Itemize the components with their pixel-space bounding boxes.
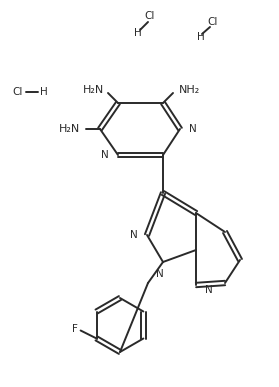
Text: N: N: [205, 285, 213, 295]
Text: F: F: [72, 325, 78, 334]
Text: N: N: [130, 230, 138, 240]
Text: Cl: Cl: [145, 11, 155, 21]
Text: H₂N: H₂N: [59, 124, 80, 134]
Text: H₂N: H₂N: [83, 85, 104, 95]
Text: N: N: [101, 150, 109, 160]
Text: Cl: Cl: [13, 87, 23, 97]
Text: H: H: [134, 28, 142, 38]
Text: N: N: [189, 124, 197, 134]
Text: H: H: [40, 87, 48, 97]
Text: NH₂: NH₂: [179, 85, 200, 95]
Text: H: H: [197, 32, 205, 42]
Text: Cl: Cl: [208, 17, 218, 27]
Text: N: N: [156, 269, 164, 279]
